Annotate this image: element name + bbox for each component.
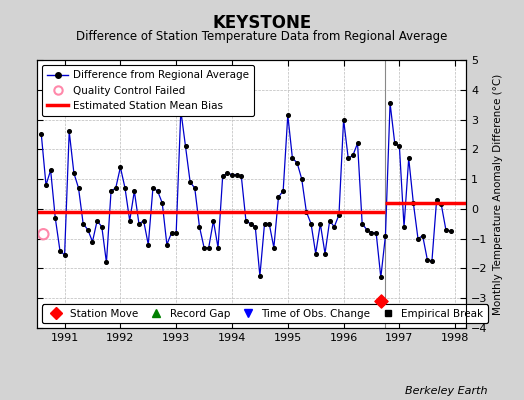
Point (84, 226, 92, 233)
Point (107, 188, 115, 194)
Point (191, 185, 199, 191)
Point (149, 185, 157, 191)
Point (139, 218, 148, 224)
Point (162, 242, 171, 248)
Point (60, 252, 69, 258)
Point (414, 236, 422, 242)
Point (316, 220, 324, 227)
Point (274, 194, 282, 200)
Point (377, 274, 385, 280)
Point (242, 218, 250, 224)
Text: Difference of Station Temperature Data from Regional Average: Difference of Station Temperature Data f… (77, 30, 447, 43)
Point (70, 170, 78, 176)
Point (102, 259, 111, 266)
Point (97, 224, 106, 230)
Point (135, 220, 143, 227)
Point (405, 155, 413, 162)
Point (154, 188, 162, 194)
Point (47, 167, 55, 173)
Point (228, 172, 236, 178)
Point (283, 112, 292, 118)
Point (200, 244, 208, 251)
Point (419, 232, 427, 239)
Point (298, 176, 306, 182)
Point (42, 182, 50, 188)
Point (74, 185, 83, 191)
Point (256, 273, 264, 279)
Point (279, 188, 287, 194)
Text: Berkeley Earth: Berkeley Earth (405, 386, 487, 396)
Point (288, 155, 297, 162)
Point (321, 250, 329, 257)
Point (88, 238, 96, 245)
Point (37, 131, 46, 138)
Point (265, 220, 274, 227)
Point (353, 140, 362, 146)
Point (130, 188, 138, 194)
Point (186, 179, 194, 185)
Point (377, 298, 385, 304)
Point (116, 164, 125, 170)
Point (381, 232, 390, 239)
Point (219, 173, 227, 179)
Point (423, 256, 431, 263)
Point (223, 170, 232, 176)
Point (126, 218, 134, 224)
Point (195, 224, 204, 230)
Point (246, 220, 255, 227)
Point (209, 218, 217, 224)
Point (144, 242, 152, 248)
Point (428, 258, 436, 264)
Point (293, 160, 301, 166)
Point (237, 173, 246, 179)
Y-axis label: Monthly Temperature Anomaly Difference (°C): Monthly Temperature Anomaly Difference (… (493, 73, 503, 315)
Point (39, 231, 48, 237)
Point (167, 230, 176, 236)
Point (344, 155, 353, 162)
Point (302, 209, 311, 215)
Point (446, 228, 455, 234)
Point (400, 224, 408, 230)
Point (204, 244, 213, 251)
Point (442, 226, 450, 233)
Point (158, 200, 167, 206)
Point (395, 143, 403, 150)
Point (372, 230, 380, 236)
Point (112, 185, 120, 191)
Point (340, 116, 348, 123)
Point (181, 143, 190, 150)
Point (270, 244, 278, 251)
Point (432, 197, 441, 203)
Point (330, 224, 339, 230)
Point (260, 220, 269, 227)
Point (251, 224, 259, 230)
Legend: Station Move, Record Gap, Time of Obs. Change, Empirical Break: Station Move, Record Gap, Time of Obs. C… (42, 304, 488, 323)
Point (311, 250, 320, 257)
Text: KEYSTONE: KEYSTONE (212, 14, 312, 32)
Point (409, 200, 418, 206)
Point (386, 100, 394, 106)
Point (437, 201, 445, 208)
Point (56, 247, 64, 254)
Point (65, 128, 73, 135)
Point (367, 230, 376, 236)
Point (335, 212, 343, 218)
Point (214, 244, 222, 251)
Point (363, 226, 371, 233)
Point (177, 108, 185, 114)
Point (79, 220, 88, 227)
Point (172, 230, 180, 236)
Point (121, 185, 129, 191)
Point (233, 172, 241, 178)
Point (93, 218, 101, 224)
Point (51, 215, 59, 221)
Point (307, 220, 315, 227)
Point (358, 220, 366, 227)
Point (390, 140, 399, 146)
Point (348, 152, 357, 158)
Point (325, 218, 334, 224)
